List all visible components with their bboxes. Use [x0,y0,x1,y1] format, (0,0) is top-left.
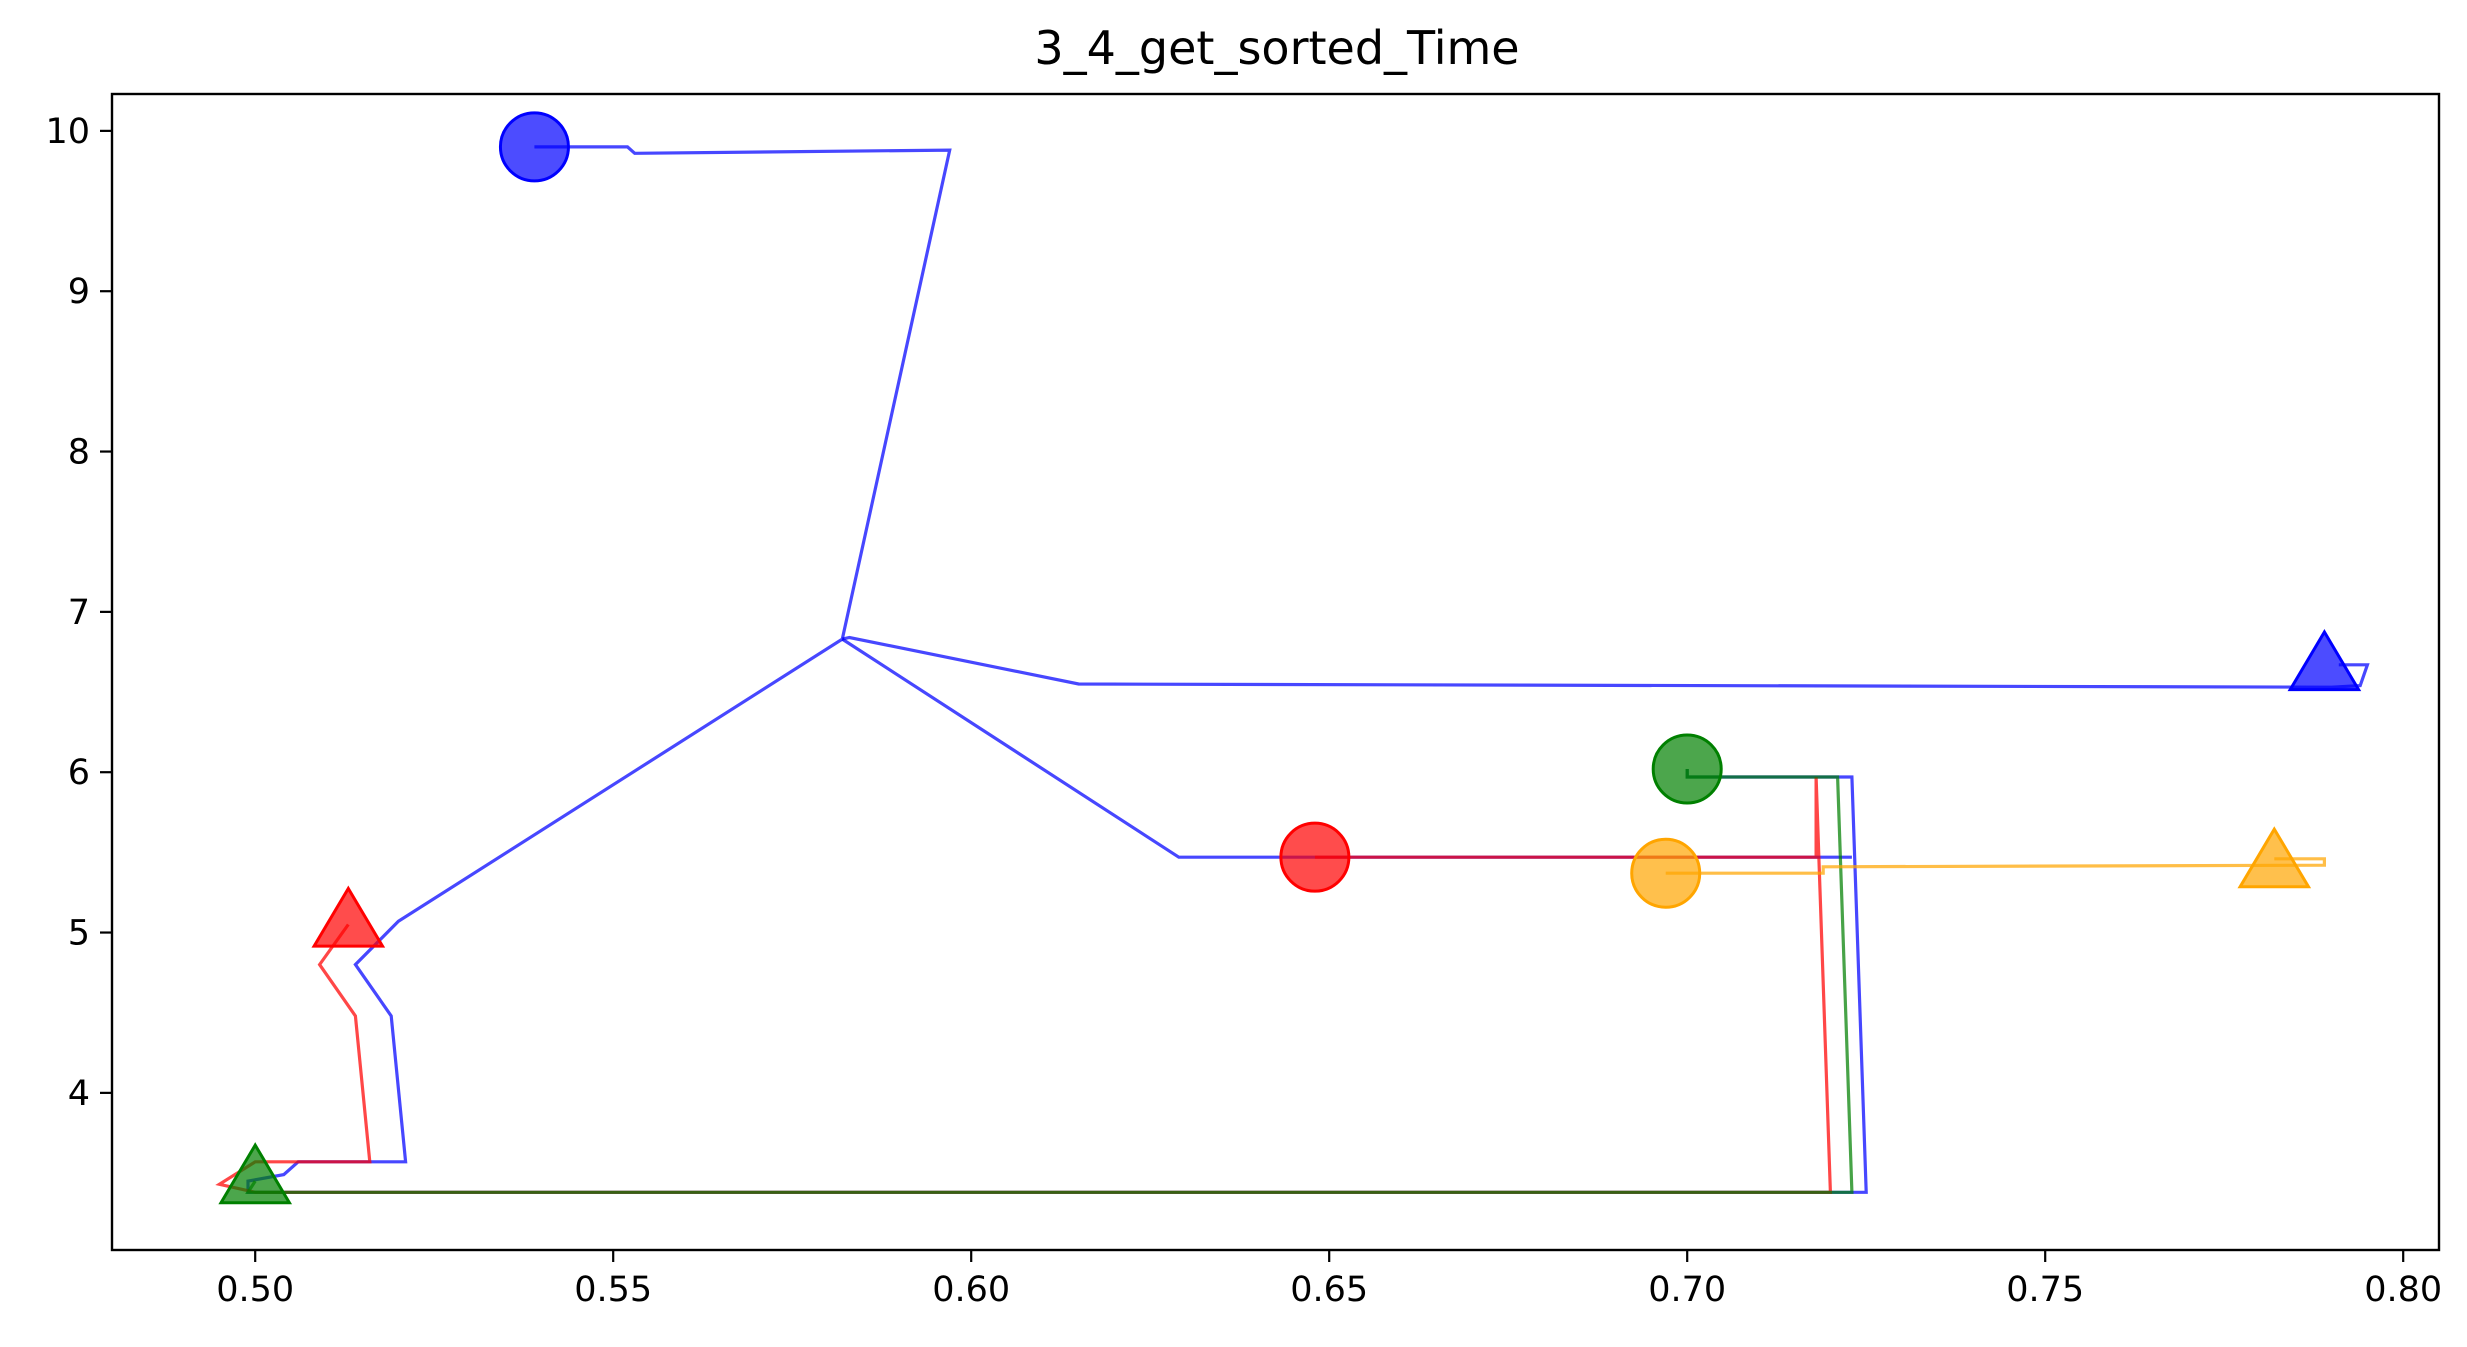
start-marker-5 [1630,837,1702,909]
chart-title: 3_4_get_sorted_Time [1034,21,1519,75]
x-tick-label: 0.80 [2364,1270,2442,1310]
y-tick-label: 8 [68,433,90,473]
start-marker-0 [498,111,570,183]
x-tick-label: 0.50 [216,1270,294,1310]
series-line-2 [841,635,2370,689]
x-tick-label: 0.65 [1290,1270,1368,1310]
series-line-5 [1665,857,2326,875]
axis-ticks: 0.50 0.55 0.60 0.65 0.70 0.75 0.80 4 5 6 7 8 9 10 [45,112,2442,1310]
x-tick-label: 0.60 [932,1270,1010,1310]
x-tick-label: 0.70 [1648,1270,1726,1310]
y-tick-label: 9 [68,272,90,312]
series-line-4 [245,769,1854,1194]
start-marker-3 [1279,821,1351,893]
y-tick-label: 5 [68,914,90,954]
axes-frame [110,92,2441,1252]
y-tick-label: 4 [68,1074,90,1114]
plot-area [215,111,2370,1205]
series-line-0 [246,145,1868,1194]
end-marker-3 [311,885,386,948]
y-tick-label: 6 [68,753,90,793]
series-line-3 [215,776,1833,1194]
x-tick-label: 0.75 [2006,1270,2084,1310]
start-marker-4 [1651,733,1723,805]
end-marker-0 [2287,629,2362,692]
y-tick-label: 10 [45,112,90,152]
x-tick-label: 0.55 [574,1270,652,1310]
end-marker-5 [2237,826,2312,889]
y-tick-label: 7 [68,593,90,633]
end-marker-4 [218,1142,293,1205]
